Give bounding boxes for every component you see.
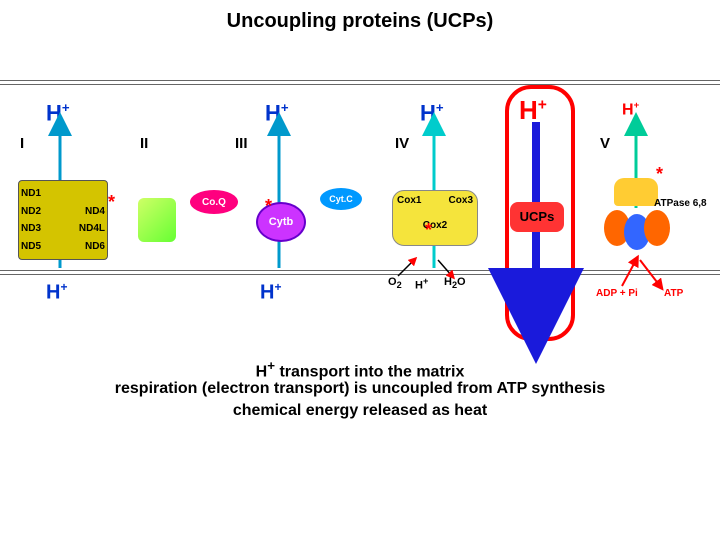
roman-1: I [20,135,24,152]
asterisk-4: * [425,220,432,241]
cytc-oval: Cyt.C [320,188,362,210]
h-bot-1: H+ [46,280,67,305]
membrane-bottom [0,270,720,275]
caption-line-2: respiration (electron transport) is unco… [0,380,720,398]
atp-label: ATP [664,288,683,299]
atpase-label: ATPase 6,8 [654,198,707,209]
asterisk-3: * [265,196,272,217]
asterisk-5: * [656,164,663,185]
o2-label: O2 [388,276,402,290]
complex-2-box [138,198,176,242]
coq-oval: Co.Q [190,190,238,214]
atp-synthase-cap [614,178,658,206]
h-top-2: H+ [265,100,289,126]
h-top-1: H+ [46,100,70,126]
atp-lobe-3 [644,210,670,246]
membrane-top [0,80,720,85]
h-top-5: H+ [622,100,639,119]
h-top-ucp: H+ [519,95,547,126]
roman-2: II [140,135,148,152]
adp-label: ADP + Pi [596,288,638,299]
caption-line-1: H+ transport into the matrix [0,358,720,381]
roman-3: III [235,135,248,152]
roman-4: IV [395,135,409,152]
page-title: Uncoupling proteins (UCPs) [0,10,720,33]
hplus-iv-label: H+ [415,276,428,292]
h-bot-3: H+ [260,280,281,305]
ucps-box: UCPs [510,202,564,232]
cytb-oval: Cytb [256,202,306,242]
h-top-3: H+ [420,100,444,126]
h2o-label: H2O [444,276,466,290]
asterisk-1: * [108,192,115,213]
roman-5: V [600,135,610,152]
complex-1-box: ND1 ND2ND4 ND3ND4L ND5ND6 [18,180,108,260]
caption-line-3: chemical energy released as heat [0,402,720,420]
complex-4-box: Cox1Cox3 Cox2 [392,190,478,246]
